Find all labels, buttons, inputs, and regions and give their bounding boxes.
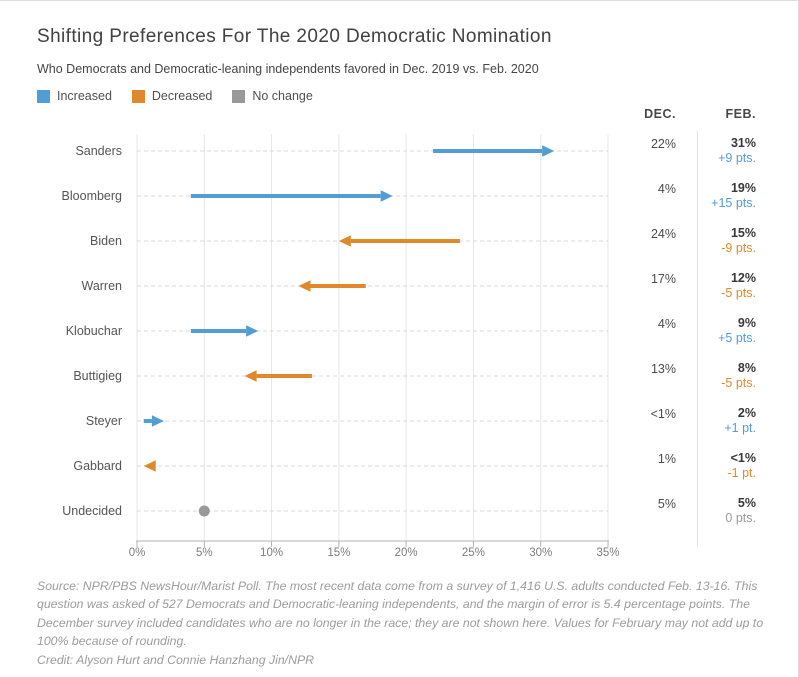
feb-value: 15% xyxy=(730,225,756,240)
change-value: 0 pts. xyxy=(725,511,756,525)
x-tick-label: 20% xyxy=(394,547,418,559)
x-tick-label: 15% xyxy=(327,547,351,559)
legend-item-increased: Increased xyxy=(37,89,112,103)
feb-value: 8% xyxy=(737,360,756,375)
row-label: Steyer xyxy=(85,414,122,428)
dec-value: 5% xyxy=(657,497,676,511)
legend-label: No change xyxy=(252,89,313,103)
feb-cell: 19% +15 pts. xyxy=(711,181,756,212)
x-tick-label: 30% xyxy=(529,547,553,559)
x-tick-label: 5% xyxy=(195,547,213,559)
column-separator xyxy=(697,131,698,547)
chart-subtitle: Who Democrats and Democratic-leaning ind… xyxy=(37,62,539,76)
change-value: -5 pts. xyxy=(721,376,756,390)
x-tick-label: 25% xyxy=(461,547,485,559)
decreased-swatch xyxy=(131,89,145,103)
feb-cell: 9% +5 pts. xyxy=(718,316,756,347)
arrow-head xyxy=(151,415,164,427)
change-value: -5 pts. xyxy=(721,286,756,300)
dec-value: 1% xyxy=(657,452,676,466)
feb-value: 31% xyxy=(730,135,756,150)
dec-value: 17% xyxy=(650,272,676,286)
arrow-head xyxy=(338,235,351,247)
legend-item-nochange: No change xyxy=(232,89,313,103)
change-value: +1 pt. xyxy=(724,421,756,435)
nochange-swatch xyxy=(232,89,246,103)
dec-value: 4% xyxy=(657,182,676,196)
arrow-head xyxy=(380,190,393,202)
dec-value: 22% xyxy=(650,137,676,151)
change-value: -9 pts. xyxy=(721,241,756,255)
arrow-head xyxy=(244,370,257,382)
feb-cell: 2% +1 pt. xyxy=(724,406,756,437)
feb-value: 2% xyxy=(737,405,756,420)
x-tick-label: 10% xyxy=(260,547,284,559)
no-change-dot xyxy=(198,505,210,517)
row-label: Buttigieg xyxy=(73,369,122,383)
increased-swatch xyxy=(37,89,50,103)
arrow-head xyxy=(542,145,555,157)
feb-cell: <1% -1 pt. xyxy=(728,451,757,482)
row-label: Gabbard xyxy=(73,459,122,473)
feb-value: 12% xyxy=(730,270,756,285)
row-label: Biden xyxy=(90,234,122,248)
feb-value: 5% xyxy=(737,495,756,510)
x-tick-label: 35% xyxy=(596,547,620,559)
arrow-head xyxy=(246,325,259,337)
dec-value: 4% xyxy=(657,317,676,331)
change-value: -1 pt. xyxy=(727,466,757,480)
page-title: Shifting Preferences For The 2020 Democr… xyxy=(37,26,552,47)
row-label: Bloomberg xyxy=(61,189,122,203)
legend-item-decreased: Decreased xyxy=(131,89,213,103)
legend-label: Decreased xyxy=(151,89,213,103)
feb-value: <1% xyxy=(730,450,756,465)
arrow-head xyxy=(298,280,311,292)
feb-column-header: FEB. xyxy=(725,107,756,121)
feb-cell: 8% -5 pts. xyxy=(721,361,756,392)
source-note: Source: NPR/PBS NewsHour/Marist Poll. Th… xyxy=(37,579,764,649)
dec-value: 13% xyxy=(650,362,676,376)
feb-value: 19% xyxy=(730,180,756,195)
row-label: Warren xyxy=(81,279,122,293)
legend-label: Increased xyxy=(57,89,112,103)
feb-cell: 12% -5 pts. xyxy=(721,271,756,302)
dec-value: 24% xyxy=(650,227,676,241)
feb-cell: 31% +9 pts. xyxy=(718,136,756,167)
legend: Increased Decreased No change xyxy=(37,89,333,103)
x-tick-label: 0% xyxy=(128,547,146,559)
feb-value: 9% xyxy=(737,315,756,330)
change-value: +9 pts. xyxy=(718,151,756,165)
row-label: Undecided xyxy=(62,504,122,518)
change-value: +5 pts. xyxy=(718,331,756,345)
credit-note: Credit: Alyson Hurt and Connie Hanzhang … xyxy=(37,652,315,667)
feb-cell: 15% -9 pts. xyxy=(721,226,756,257)
change-value: +15 pts. xyxy=(711,196,756,210)
arrow-head xyxy=(143,460,156,472)
feb-cell: 5% 0 pts. xyxy=(725,496,756,527)
row-label: Sanders xyxy=(75,144,122,158)
row-label: Klobuchar xyxy=(65,324,122,338)
footnote: Source: NPR/PBS NewsHour/Marist Poll. Th… xyxy=(37,577,767,669)
dec-column-header: DEC. xyxy=(644,107,676,121)
dec-value: <1% xyxy=(650,407,676,421)
